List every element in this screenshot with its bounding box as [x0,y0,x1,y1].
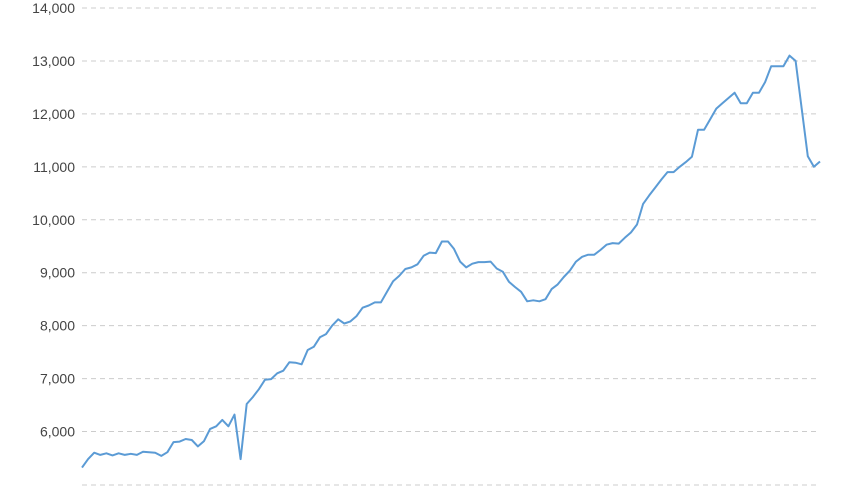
gridlines [82,7,820,433]
y-tick-label: 14,000 [32,0,75,16]
y-tick-label: 12,000 [32,106,75,122]
y-tick-label: 8,000 [40,318,75,334]
y-tick-label: 9,000 [40,265,75,281]
y-tick-label: 7,000 [40,371,75,387]
y-tick-label: 6,000 [40,424,75,440]
y-tick-label: 10,000 [32,212,75,228]
y-tick-label: 13,000 [32,53,75,69]
data-line [81,54,821,469]
y-axis-tick-labels: 6,000 7,000 8,000 9,000 10,000 11,000 12,000 13… [32,0,75,440]
y-tick-label: 11,000 [33,159,75,175]
